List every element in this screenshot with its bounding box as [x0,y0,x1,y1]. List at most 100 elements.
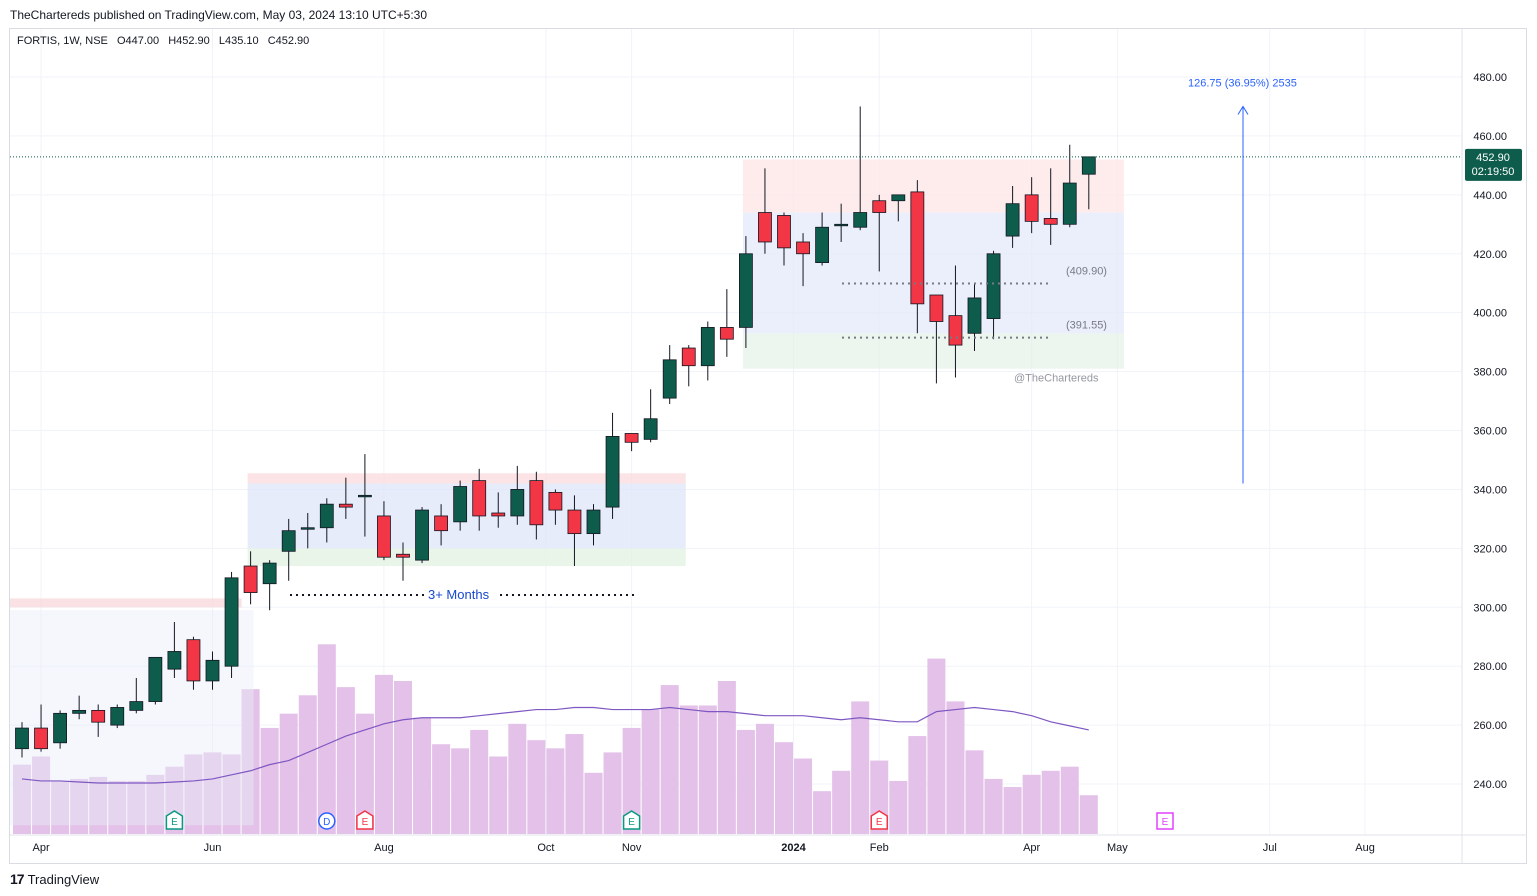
last-price-tag[interactable]: 452.90 02:19:50 [1465,148,1522,181]
zone-range-2023-top [247,473,686,484]
candle-down [243,551,258,605]
candle-up [319,498,334,543]
event-marker-dividend[interactable]: D [318,812,336,830]
volume-bar [755,723,774,834]
volume-bar [203,752,222,834]
candle-layer [15,106,1096,758]
low-value: L435.10 [218,35,259,47]
candle-body [338,503,353,508]
chart-frame [9,28,1527,864]
candle-down [186,636,201,690]
candle-body [300,527,315,530]
candle-up [453,480,468,531]
candle-up [700,321,715,381]
measure-label: 126.75 (36.95%) 2535 [1188,77,1297,89]
time-tick-label: Apr [32,842,49,854]
volume-bar [584,772,603,834]
candle-up [15,722,29,758]
candle-body [967,297,982,334]
candle-body [853,212,868,228]
candle-up [662,345,677,405]
candle-body [1024,194,1039,222]
candle-body [986,253,1001,319]
measure-arrow-head [1237,105,1249,115]
volume-bar [622,727,641,834]
candle-body [186,639,201,682]
event-marker-earnings-past[interactable]: E [165,810,184,830]
candle-body [948,315,963,346]
publisher-line: TheChartereds published on TradingView.c… [10,8,428,22]
open-value: O447.00 [116,35,160,47]
volume-bar [241,689,260,834]
candle-down [472,468,487,531]
volume-bar [946,701,965,834]
candle-down [777,212,791,266]
volume-bar [489,756,508,834]
time-tick-label: Feb [870,842,889,854]
candle-up [643,389,658,443]
zone-range-2023-bottom [247,548,686,567]
volume-bar [336,687,355,834]
candle-body [777,215,791,249]
volume-bar [184,754,203,834]
event-marker-earnings-miss[interactable]: E [870,810,888,830]
volume-bar [32,756,51,834]
volume-bar [1079,795,1098,834]
tradingview-logo-icon: 17 [10,871,25,887]
event-marker-earnings-miss[interactable]: E [356,810,374,830]
candle-up [72,695,87,720]
candle-up [148,656,163,705]
candle-body [815,226,829,263]
candle-down [872,194,887,272]
volume-ma-line [21,706,1089,784]
candle-body [1062,182,1077,225]
candle-up [167,622,182,678]
bar-countdown-timer: 02:19:50 [1472,166,1515,178]
volume-bar [298,695,317,834]
candle-body [491,512,506,517]
event-letter: E [628,817,635,828]
event-marker-earnings-past[interactable]: E [622,810,641,830]
volume-bar [984,778,1003,834]
candle-body [396,553,410,558]
volume-bar [432,744,451,834]
symbol-name: FORTIS, 1W, NSE [17,35,108,47]
price-tick-label: 300.00 [1473,602,1507,614]
close-value: C452.90 [267,35,310,47]
candle-body [243,565,258,593]
volume-bar [1060,766,1079,834]
footer-branding[interactable]: 17 TradingView [10,871,99,887]
time-tick-label: May [1107,842,1128,854]
candle-body [1043,218,1058,225]
candle-body [605,436,620,508]
event-marker-earnings-future[interactable]: E [1156,812,1174,830]
candle-body [357,494,372,498]
volume-bar [546,748,565,834]
candle-body [262,562,277,585]
candle-body [129,701,144,711]
candle-body [910,191,925,305]
candle-up [110,704,125,729]
candle-body [472,480,487,517]
candle-up [853,106,868,231]
candle-down [719,289,734,357]
volume-bar [641,709,660,834]
volume-bar [374,674,393,834]
candle-body [834,223,849,227]
candle-body [586,509,601,535]
candle-body [434,515,449,532]
zone-range-2024-top [742,159,1124,213]
candle-up [357,454,372,537]
volume-bar [889,780,908,834]
symbol-legend[interactable]: FORTIS, 1W, NSE O447.00 H452.90 L435.10 … [17,35,315,47]
candle-down [567,495,582,567]
candle-down [91,704,106,737]
candle-body [15,727,29,750]
candle-body [319,503,334,529]
price-tick-label: 320.00 [1473,543,1507,555]
candle-body [1081,156,1096,175]
candle-down [948,265,963,378]
volume-bar [355,713,374,834]
candle-down [796,233,810,287]
